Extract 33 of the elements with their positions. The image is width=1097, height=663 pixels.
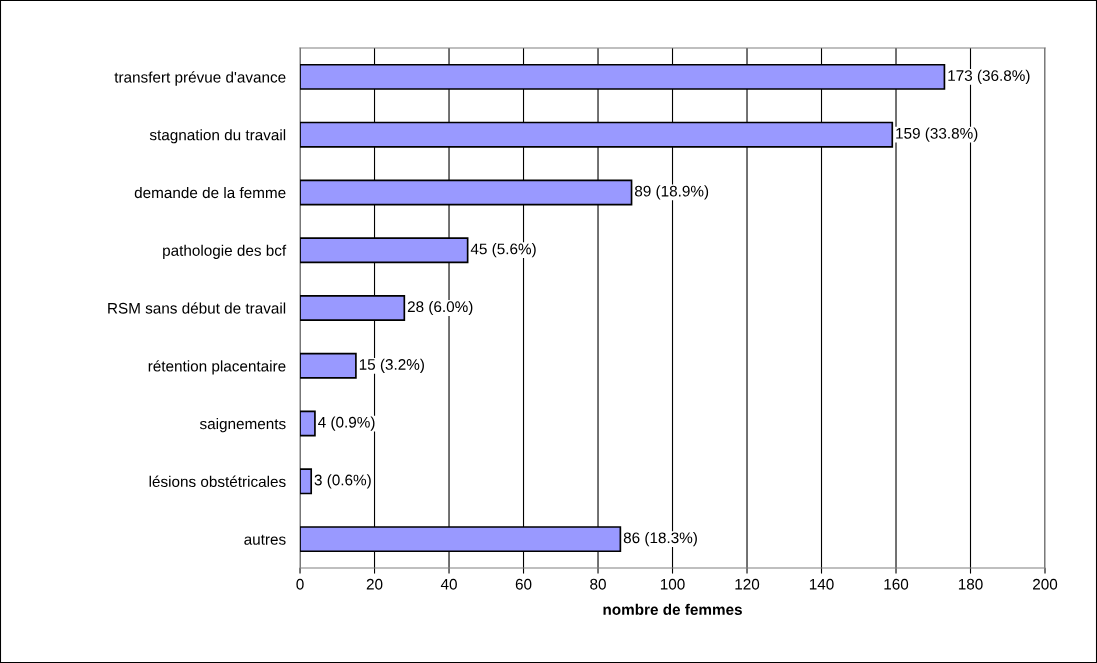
y-tick-label: rétention placentaire	[148, 360, 286, 375]
x-tick-label: 80	[590, 578, 606, 590]
x-tick-label: 40	[440, 578, 457, 590]
bar	[300, 410, 316, 437]
bar	[300, 352, 357, 379]
data-label: 15 (3.2%)	[359, 358, 424, 373]
x-tick-label: 140	[809, 578, 834, 590]
data-label: 86 (18.3%)	[623, 531, 697, 547]
x-tick-label: 160	[884, 578, 909, 590]
data-label: 173 (36.8%)	[948, 69, 1030, 84]
data-label: 45 (5.6%)	[470, 243, 536, 258]
y-tick-label: demande de la femme	[134, 186, 286, 199]
x-tick-label: 180	[958, 578, 983, 590]
bar	[300, 468, 313, 495]
data-label: 159 (33.8%)	[896, 127, 978, 142]
data-label: 3 (0.6%)	[314, 474, 371, 489]
y-tick-label: saignements	[199, 418, 286, 433]
y-tick-label: stagnation du travail	[149, 129, 286, 144]
data-label: 89 (18.9%)	[634, 185, 709, 200]
y-tick-label: lésions obstétricales	[149, 475, 286, 488]
x-tick-label: 100	[660, 578, 685, 590]
x-tick-label: 120	[735, 578, 760, 590]
y-tick-label: pathologie des bcf	[163, 244, 287, 259]
x-tick-label: 0	[296, 578, 304, 590]
x-tick-label: 200	[1033, 578, 1058, 590]
y-tick-label: RSM sans début de travail	[108, 302, 286, 314]
x-axis-title: nombre de femmes	[603, 603, 742, 615]
y-tick-label: autres	[244, 534, 286, 545]
x-tick-label: 20	[366, 578, 383, 590]
y-tick-label: transfert prévue d'avance	[114, 71, 286, 86]
data-label: 4 (0.9%)	[318, 416, 375, 431]
data-label: 28 (6.0%)	[407, 300, 473, 316]
x-tick-label: 60	[515, 578, 532, 590]
